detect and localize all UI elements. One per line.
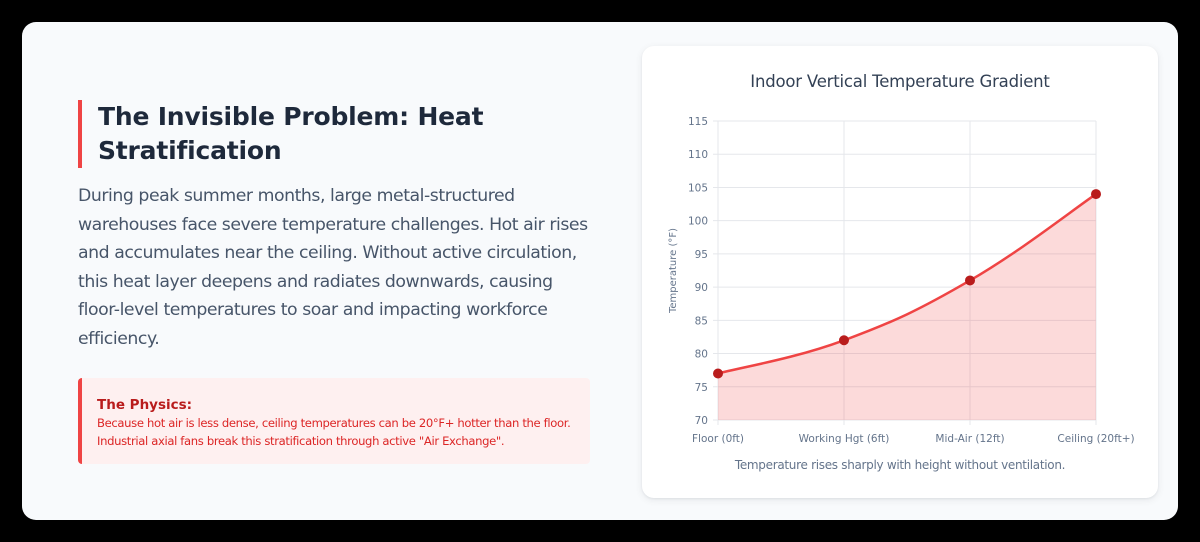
temperature-line bbox=[717, 193, 1097, 375]
y-axis-title: Temperature (°F) bbox=[668, 228, 679, 314]
physics-callout: The Physics: Because hot air is less den… bbox=[78, 377, 590, 464]
heading-line-1: The Invisible Problem: Heat bbox=[98, 102, 484, 131]
x-tick-label: Mid-Air (12ft) bbox=[935, 433, 1004, 445]
y-tick-label: 115 bbox=[688, 116, 708, 128]
chart-title: Indoor Vertical Temperature Gradient bbox=[750, 72, 1050, 91]
data-point bbox=[1091, 189, 1101, 200]
y-tick-label: 75 bbox=[695, 382, 708, 394]
section-heading: The Invisible Problem: Heat Stratificati… bbox=[78, 100, 598, 168]
area-fill bbox=[718, 194, 1096, 420]
data-point bbox=[965, 275, 975, 286]
y-tick-label: 95 bbox=[695, 249, 708, 261]
y-tick-label: 80 bbox=[695, 349, 708, 361]
intro-paragraph: During peak summer months, large metal-s… bbox=[78, 186, 588, 349]
y-tick-label: 105 bbox=[688, 182, 708, 194]
chart-caption: Temperature rises sharply with height wi… bbox=[734, 458, 1066, 472]
data-point bbox=[839, 335, 849, 346]
callout-title: The Physics: bbox=[97, 396, 193, 413]
x-tick-label: Ceiling (20ft+) bbox=[1057, 433, 1134, 445]
y-tick-label: 85 bbox=[695, 315, 708, 327]
heading-line-2: Stratification bbox=[98, 136, 282, 165]
chart-card: Indoor Vertical Temperature Gradient 70 7… bbox=[642, 46, 1158, 498]
y-tick-label: 110 bbox=[688, 149, 708, 161]
callout-text: Because hot air is less dense, ceiling t… bbox=[97, 415, 571, 448]
data-point bbox=[713, 368, 723, 379]
temperature-line-chart: 70 75 80 85 90 95 100 105 110 115 Floor (0ft) Worki… bbox=[668, 116, 1135, 445]
y-tick-label: 70 bbox=[695, 415, 708, 427]
y-tick-label: 90 bbox=[695, 282, 708, 294]
intro-section: The Invisible Problem: Heat Stratificati… bbox=[78, 100, 598, 464]
y-tick-label: 100 bbox=[688, 216, 708, 228]
x-tick-label: Floor (0ft) bbox=[692, 433, 744, 445]
x-tick-label: Working Hgt (6ft) bbox=[799, 433, 890, 445]
